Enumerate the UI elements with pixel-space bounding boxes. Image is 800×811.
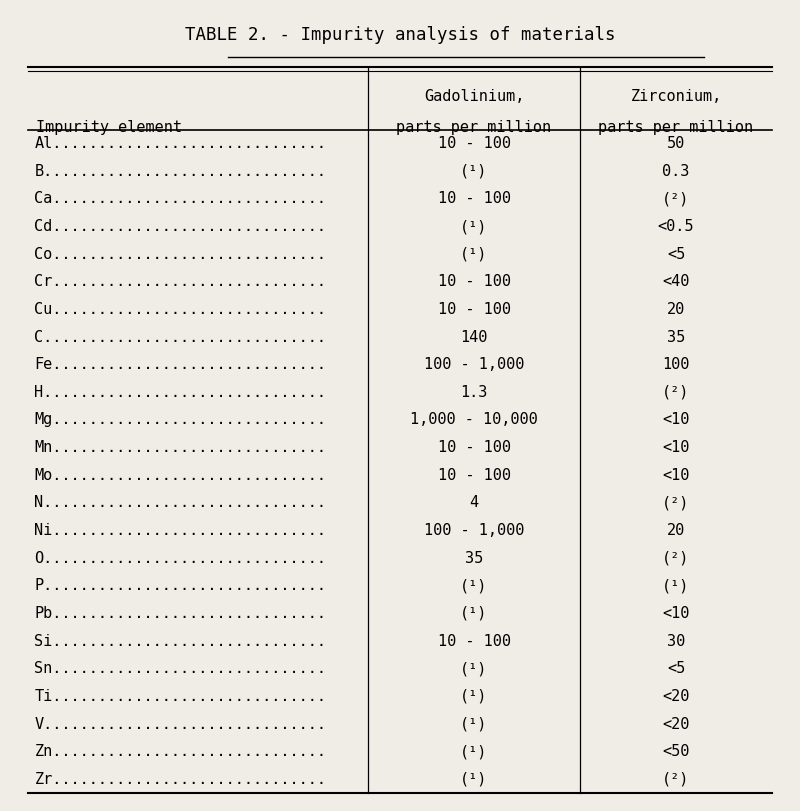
Text: Sn..............................: Sn.............................. (34, 661, 326, 676)
Text: Pb..............................: Pb.............................. (34, 606, 326, 621)
Text: (²): (²) (662, 551, 690, 566)
Text: <10: <10 (662, 606, 690, 621)
Text: 100: 100 (662, 357, 690, 372)
Text: Ca..............................: Ca.............................. (34, 191, 326, 206)
Text: (¹): (¹) (662, 578, 690, 594)
Text: Mo..............................: Mo.............................. (34, 468, 326, 483)
Text: 100 - 1,000: 100 - 1,000 (424, 357, 524, 372)
Text: Impurity element: Impurity element (36, 120, 182, 135)
Text: <20: <20 (662, 689, 690, 704)
Text: V...............................: V............................... (34, 717, 326, 732)
Text: Ni..............................: Ni.............................. (34, 523, 326, 538)
Text: O...............................: O............................... (34, 551, 326, 566)
Text: (¹): (¹) (460, 661, 488, 676)
Text: Gadolinium,: Gadolinium, (424, 89, 524, 104)
Text: <40: <40 (662, 274, 690, 290)
Text: <10: <10 (662, 413, 690, 427)
Text: H...............................: H............................... (34, 385, 326, 400)
Text: 10 - 100: 10 - 100 (438, 136, 510, 151)
Text: 10 - 100: 10 - 100 (438, 633, 510, 649)
Text: Al..............................: Al.............................. (34, 136, 326, 151)
Text: <5: <5 (667, 661, 685, 676)
Text: <5: <5 (667, 247, 685, 262)
Text: (²): (²) (662, 772, 690, 787)
Text: Mn..............................: Mn.............................. (34, 440, 326, 455)
Text: (¹): (¹) (460, 717, 488, 732)
Text: 4: 4 (470, 496, 478, 510)
Text: (²): (²) (662, 385, 690, 400)
Text: 10 - 100: 10 - 100 (438, 302, 510, 317)
Text: <20: <20 (662, 717, 690, 732)
Text: (²): (²) (662, 191, 690, 206)
Text: 140: 140 (460, 329, 488, 345)
Text: (¹): (¹) (460, 164, 488, 178)
Text: 1.3: 1.3 (460, 385, 488, 400)
Text: Zirconium,: Zirconium, (630, 89, 722, 104)
Text: 0.3: 0.3 (662, 164, 690, 178)
Text: 50: 50 (667, 136, 685, 151)
Text: <50: <50 (662, 744, 690, 759)
Text: 35: 35 (465, 551, 483, 566)
Text: 1,000 - 10,000: 1,000 - 10,000 (410, 413, 538, 427)
Text: Fe..............................: Fe.............................. (34, 357, 326, 372)
Text: Co..............................: Co.............................. (34, 247, 326, 262)
Text: B...............................: B............................... (34, 164, 326, 178)
Text: N...............................: N............................... (34, 496, 326, 510)
Text: 20: 20 (667, 523, 685, 538)
Text: 35: 35 (667, 329, 685, 345)
Text: Mg..............................: Mg.............................. (34, 413, 326, 427)
Text: 100 - 1,000: 100 - 1,000 (424, 523, 524, 538)
Text: 10 - 100: 10 - 100 (438, 468, 510, 483)
Text: Si..............................: Si.............................. (34, 633, 326, 649)
Text: 10 - 100: 10 - 100 (438, 274, 510, 290)
Text: 20: 20 (667, 302, 685, 317)
Text: TABLE 2. - Impurity analysis of materials: TABLE 2. - Impurity analysis of material… (185, 26, 615, 44)
Text: (¹): (¹) (460, 578, 488, 594)
Text: 10 - 100: 10 - 100 (438, 440, 510, 455)
Text: C...............................: C............................... (34, 329, 326, 345)
Text: Cr..............................: Cr.............................. (34, 274, 326, 290)
Text: P...............................: P............................... (34, 578, 326, 594)
Text: Ti..............................: Ti.............................. (34, 689, 326, 704)
Text: (²): (²) (662, 496, 690, 510)
Text: Cu..............................: Cu.............................. (34, 302, 326, 317)
Text: Zr..............................: Zr.............................. (34, 772, 326, 787)
Text: <0.5: <0.5 (658, 219, 694, 234)
Text: Zn..............................: Zn.............................. (34, 744, 326, 759)
Text: (¹): (¹) (460, 744, 488, 759)
Text: Cd..............................: Cd.............................. (34, 219, 326, 234)
Text: <10: <10 (662, 440, 690, 455)
Text: parts per million: parts per million (598, 120, 754, 135)
Text: (¹): (¹) (460, 772, 488, 787)
Text: (¹): (¹) (460, 247, 488, 262)
Text: (¹): (¹) (460, 606, 488, 621)
Text: parts per million: parts per million (397, 120, 551, 135)
Text: <10: <10 (662, 468, 690, 483)
Text: (¹): (¹) (460, 689, 488, 704)
Text: 10 - 100: 10 - 100 (438, 191, 510, 206)
Text: (¹): (¹) (460, 219, 488, 234)
Text: 30: 30 (667, 633, 685, 649)
